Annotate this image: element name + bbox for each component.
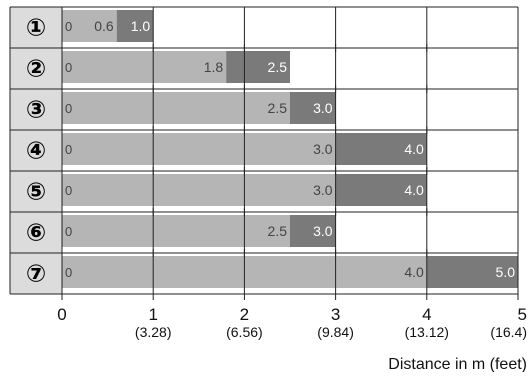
bar-dark-end-label: 4.0 (404, 141, 424, 157)
bar-light-segment (62, 51, 227, 83)
x-tick-sublabel: (3.28) (135, 324, 172, 340)
row-label: ⑦ (26, 261, 46, 288)
bar-start-label: 0 (65, 19, 72, 34)
bar-light-end-label: 3.0 (313, 182, 333, 198)
bar-dark-end-label: 5.0 (496, 264, 516, 280)
bar-dark-segment (335, 174, 427, 206)
bar-start-label: 0 (65, 224, 72, 239)
bar-dark-segment (290, 215, 336, 247)
bar-light-segment (62, 174, 336, 206)
bar-light-end-label: 2.5 (268, 100, 288, 116)
bar-dark-end-label: 1.0 (131, 18, 151, 34)
row-label: ⑥ (26, 220, 46, 247)
bar-light-end-label: 4.0 (404, 264, 424, 280)
row-label: ⑤ (26, 179, 46, 206)
bar-start-label: 0 (65, 265, 72, 280)
bar-start-label: 0 (65, 60, 72, 75)
bar-dark-end-label: 3.0 (313, 100, 333, 116)
row-label: ③ (26, 97, 46, 124)
x-tick-label: 2 (240, 305, 249, 324)
x-tick-label: 1 (148, 305, 157, 324)
x-tick-label: 5 (518, 305, 527, 324)
row-label: ① (26, 15, 46, 42)
row-label: ② (26, 56, 46, 83)
label-column-background (10, 7, 62, 294)
bar-start-label: 0 (65, 101, 72, 116)
x-tick-label: 3 (331, 305, 340, 324)
bar-dark-end-label: 3.0 (313, 223, 333, 239)
bar-light-segment (62, 133, 336, 165)
bar-light-end-label: 2.5 (268, 223, 288, 239)
bar-light-end-label: 3.0 (313, 141, 333, 157)
bar-dark-segment (335, 133, 427, 165)
x-tick-label: 0 (57, 305, 66, 324)
row-label: ④ (26, 138, 46, 165)
x-tick-sublabel: (9.84) (317, 324, 354, 340)
bar-light-segment (62, 10, 117, 42)
bar-dark-segment (426, 256, 518, 288)
x-axis-title: Distance in m (feet) (388, 356, 527, 372)
bar-light-segment (62, 92, 290, 124)
x-tick-label: 4 (422, 305, 431, 324)
bar-light-end-label: 0.6 (94, 18, 114, 34)
bar-start-label: 0 (65, 142, 72, 157)
x-tick-sublabel: (6.56) (226, 324, 263, 340)
bar-dark-end-label: 4.0 (404, 182, 424, 198)
bar-dark-segment (116, 10, 154, 42)
bar-start-label: 0 (65, 183, 72, 198)
bar-light-segment (62, 215, 290, 247)
bar-light-end-label: 1.8 (204, 59, 224, 75)
bar-dark-end-label: 2.5 (268, 59, 288, 75)
bar-dark-segment (226, 51, 290, 83)
bar-dark-segment (290, 92, 336, 124)
x-tick-sublabel: (16.4) (490, 324, 527, 340)
x-tick-sublabel: (13.12) (405, 324, 449, 340)
